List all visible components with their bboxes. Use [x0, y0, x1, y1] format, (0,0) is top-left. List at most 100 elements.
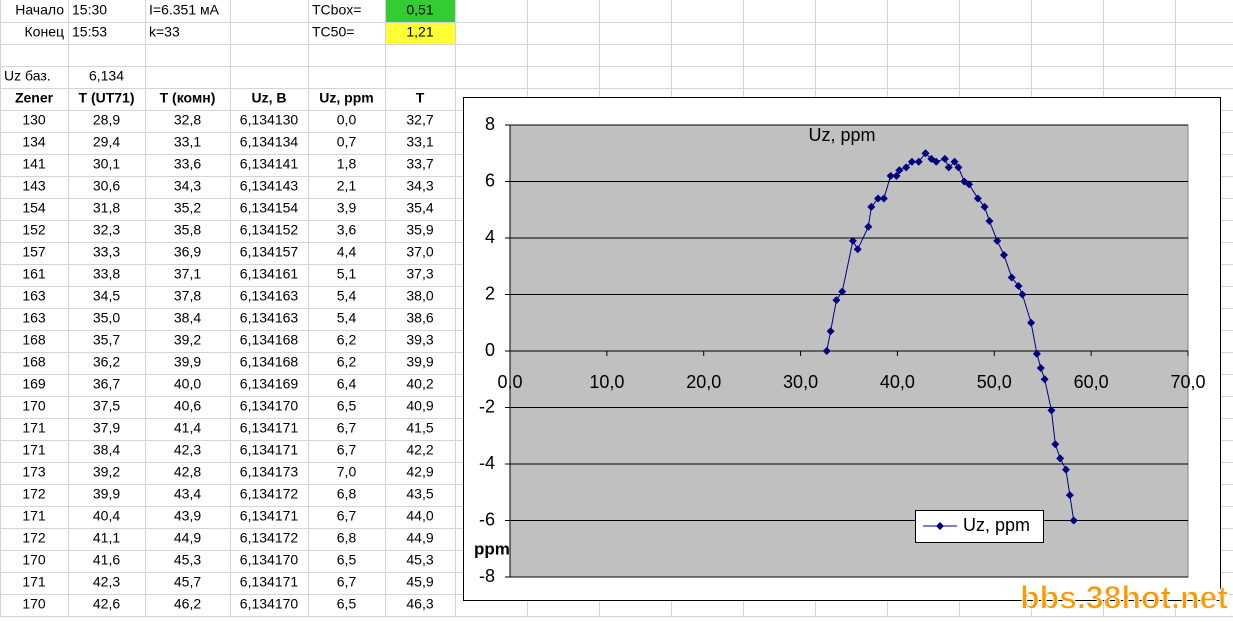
cell-text: 1,21 — [406, 24, 433, 40]
cell-text: TC50= — [312, 24, 354, 40]
x-tick-label: 30,0 — [783, 372, 818, 392]
cell-text: 32,7 — [406, 112, 433, 128]
cell-text: 5,4 — [337, 288, 357, 304]
cell-text: 37,8 — [174, 288, 201, 304]
cell-text: 34,3 — [174, 178, 201, 194]
cell-text: 6,134171 — [240, 420, 299, 436]
cell-text: 33,1 — [174, 134, 201, 150]
point — [965, 180, 974, 189]
cell-fill — [385, 22, 455, 44]
cell-text: 35,0 — [93, 310, 120, 326]
cell-text: 171 — [22, 420, 46, 436]
cell-text: 6,2 — [337, 332, 357, 348]
cell-text: 6,4 — [337, 376, 357, 392]
cell-text: 30,6 — [93, 178, 120, 194]
cell-text: 141 — [22, 156, 46, 172]
point — [907, 157, 916, 166]
cell-text: k=33 — [149, 24, 180, 40]
cell-text: 0,7 — [337, 134, 357, 150]
cell-text: 6,134141 — [240, 156, 299, 172]
y-axis-label: ppm — [474, 539, 510, 558]
cell-text: 38,0 — [406, 288, 433, 304]
cell-text: 6,134172 — [240, 530, 299, 546]
cell-text: 40,6 — [174, 398, 201, 414]
cell-text: 6,134163 — [240, 288, 299, 304]
cell-text: 6,134171 — [240, 508, 299, 524]
point — [902, 163, 911, 172]
cell-text: 32,8 — [174, 112, 201, 128]
cell-text: 42,2 — [406, 442, 433, 458]
cell-text: 35,2 — [174, 200, 201, 216]
point — [864, 222, 873, 231]
cell-text: 39,9 — [93, 486, 120, 502]
cell-text: 42,3 — [93, 574, 120, 590]
x-tick-label: 60,0 — [1074, 372, 1109, 392]
cell-text: 39,2 — [93, 464, 120, 480]
point — [993, 236, 1002, 245]
cell-text: 143 — [22, 178, 46, 194]
cell-text: 163 — [22, 288, 46, 304]
chart-title: Uz, ppm — [808, 125, 875, 145]
point — [1061, 465, 1070, 474]
point — [895, 166, 904, 175]
cell-fill — [385, 0, 455, 22]
cell-text: 32,3 — [93, 222, 120, 238]
cell-text: 39,3 — [406, 332, 433, 348]
x-tick-label: 10,0 — [589, 372, 624, 392]
point — [1027, 318, 1036, 327]
cell-text: Конец — [25, 24, 64, 40]
cell-text: 38,4 — [93, 442, 120, 458]
point — [886, 171, 895, 180]
cell-text: 42,9 — [406, 464, 433, 480]
cell-text: 37,9 — [93, 420, 120, 436]
point — [848, 236, 857, 245]
cell-text: 37,0 — [406, 244, 433, 260]
cell-text: 44,0 — [406, 508, 433, 524]
cell-text: 6,134154 — [240, 200, 299, 216]
point — [1007, 273, 1016, 282]
cell-text: 171 — [22, 442, 46, 458]
cell-text: 35,4 — [406, 200, 433, 216]
cell-text: 41,5 — [406, 420, 433, 436]
cell-text: 33,1 — [406, 134, 433, 150]
cell-text: 0,0 — [337, 112, 357, 128]
cell-text: 45,7 — [174, 574, 201, 590]
point — [1018, 290, 1027, 299]
cell-text: 33,6 — [174, 156, 201, 172]
cell-text: T (UT71) — [79, 90, 135, 106]
legend-marker — [936, 522, 944, 530]
cell-text: 6,134170 — [240, 552, 299, 568]
cell-text: 6,134130 — [240, 112, 299, 128]
cell-text: 40,4 — [93, 508, 120, 524]
point — [1069, 516, 1078, 525]
cell-text: 41,1 — [93, 530, 120, 546]
cell-text: 161 — [22, 266, 46, 282]
cell-text: 163 — [22, 310, 46, 326]
cell-text: 4,4 — [337, 244, 357, 260]
cell-text: 33,8 — [93, 266, 120, 282]
cell-text: 39,9 — [406, 354, 433, 370]
cell-text: 172 — [22, 486, 46, 502]
point — [1065, 491, 1074, 500]
cell-text: 6,134169 — [240, 376, 299, 392]
cell-text: 45,9 — [406, 574, 433, 590]
point — [973, 194, 982, 203]
cell-text: 45,3 — [406, 552, 433, 568]
cell-text: 6,134170 — [240, 596, 299, 612]
point — [832, 296, 841, 305]
cell-text: 6,8 — [337, 486, 357, 502]
point — [838, 287, 847, 296]
cell-text: 43,9 — [174, 508, 201, 524]
cell-text: 15:53 — [72, 24, 107, 40]
cell-text: 43,4 — [174, 486, 201, 502]
y-tick-label: 0 — [485, 340, 495, 360]
point — [853, 245, 862, 254]
cell-text: 171 — [22, 508, 46, 524]
cell-text: 37,1 — [174, 266, 201, 282]
cell-text: 34,3 — [406, 178, 433, 194]
x-tick-label: 0,0 — [497, 372, 522, 392]
cell-text: 130 — [22, 112, 46, 128]
cell-text: 40,0 — [174, 376, 201, 392]
cell-text: 6,134163 — [240, 310, 299, 326]
y-tick-label: -2 — [479, 396, 495, 416]
